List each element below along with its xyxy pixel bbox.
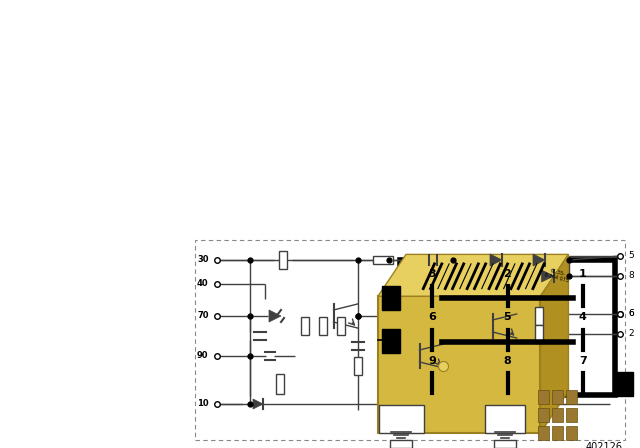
Bar bbox=[552, 390, 563, 404]
Text: 3: 3 bbox=[428, 269, 436, 279]
Bar bbox=[484, 405, 525, 433]
Bar bbox=[276, 374, 284, 394]
Bar bbox=[301, 317, 309, 335]
Bar bbox=[378, 296, 540, 433]
Circle shape bbox=[438, 362, 449, 371]
Text: 8: 8 bbox=[628, 271, 634, 280]
Bar bbox=[538, 408, 550, 422]
Text: 30: 30 bbox=[197, 255, 209, 264]
Bar bbox=[400, 260, 615, 395]
Polygon shape bbox=[541, 270, 554, 282]
Text: 5: 5 bbox=[628, 251, 634, 260]
Text: 6: 6 bbox=[428, 313, 436, 323]
Text: 7: 7 bbox=[579, 356, 587, 366]
Bar bbox=[355, 357, 362, 375]
Bar bbox=[337, 317, 345, 335]
Bar bbox=[535, 307, 543, 325]
Polygon shape bbox=[253, 399, 263, 409]
Bar bbox=[493, 440, 516, 448]
Polygon shape bbox=[269, 310, 281, 322]
Text: 2: 2 bbox=[504, 269, 511, 279]
Bar bbox=[379, 405, 424, 433]
Bar bbox=[566, 426, 577, 440]
Text: 70: 70 bbox=[197, 311, 209, 320]
Text: 1: 1 bbox=[579, 269, 587, 279]
Bar bbox=[615, 372, 633, 396]
Text: 4: 4 bbox=[579, 313, 587, 323]
Bar bbox=[382, 329, 400, 353]
Bar bbox=[279, 251, 287, 269]
Bar bbox=[319, 317, 327, 335]
Text: 61.35-
8 364 075: 61.35- 8 364 075 bbox=[544, 267, 571, 284]
Text: 90: 90 bbox=[197, 352, 209, 361]
Text: 40: 40 bbox=[197, 280, 209, 289]
Bar bbox=[566, 408, 577, 422]
Polygon shape bbox=[490, 254, 502, 266]
Bar bbox=[535, 325, 543, 343]
Text: 1: 1 bbox=[381, 333, 390, 346]
Text: 8: 8 bbox=[504, 356, 511, 366]
Bar bbox=[382, 286, 400, 310]
Text: 2: 2 bbox=[628, 329, 634, 339]
Text: 6: 6 bbox=[628, 310, 634, 319]
Bar bbox=[538, 390, 550, 404]
Polygon shape bbox=[533, 254, 545, 266]
Bar bbox=[552, 426, 563, 440]
Polygon shape bbox=[540, 254, 568, 433]
Text: 402126: 402126 bbox=[586, 442, 623, 448]
Text: 9: 9 bbox=[428, 356, 436, 366]
Bar bbox=[538, 426, 550, 440]
Text: 6: 6 bbox=[628, 310, 634, 319]
Polygon shape bbox=[378, 254, 568, 296]
Bar bbox=[390, 440, 412, 448]
Bar bbox=[566, 390, 577, 404]
Bar bbox=[373, 256, 394, 264]
Bar bbox=[195, 240, 625, 440]
Text: 5: 5 bbox=[504, 313, 511, 323]
Text: 10: 10 bbox=[197, 400, 209, 409]
Bar bbox=[552, 408, 563, 422]
